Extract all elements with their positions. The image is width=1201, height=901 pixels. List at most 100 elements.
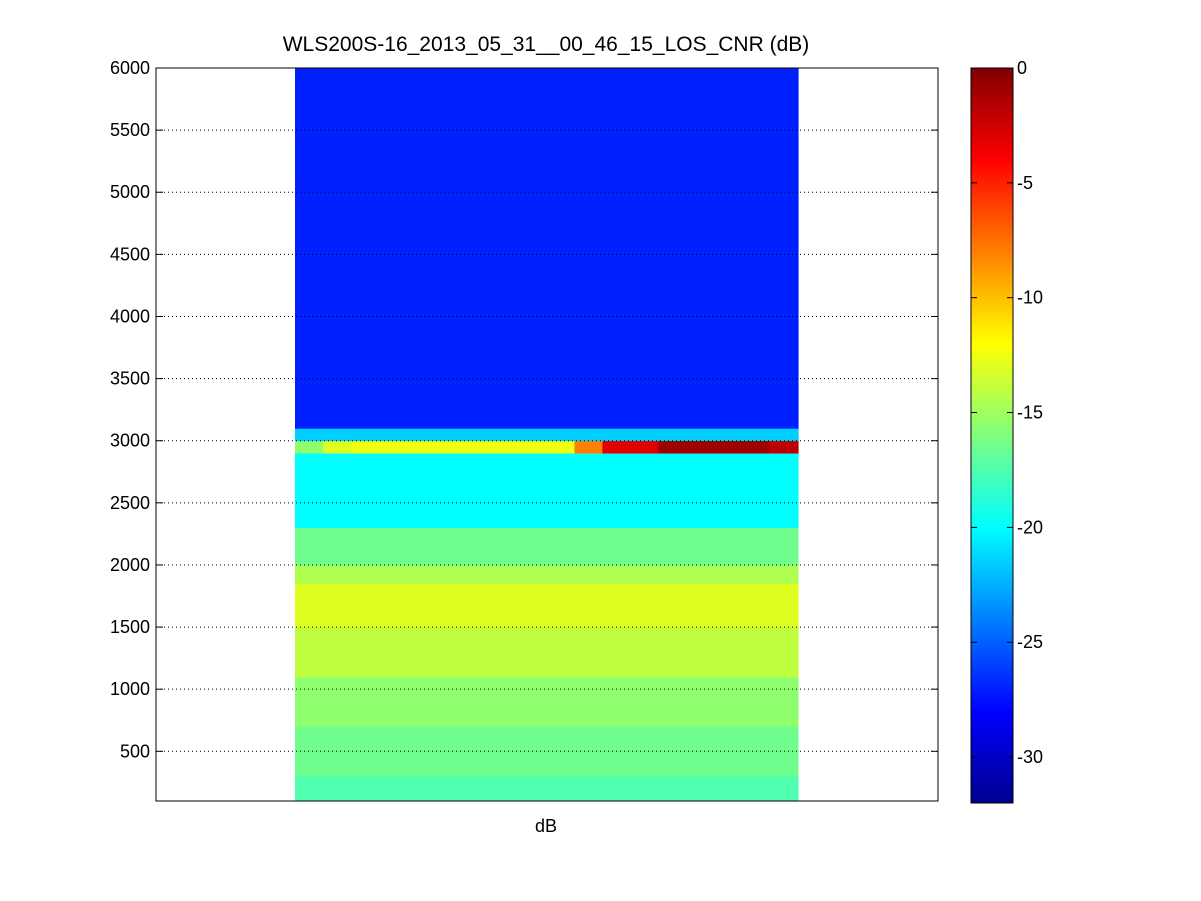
- y-tick-label: 5500: [110, 120, 150, 140]
- heatmap-cell: [770, 583, 799, 628]
- heatmap-cell: [295, 564, 324, 584]
- y-tick-label: 3500: [110, 369, 150, 389]
- heatmap-cell: [742, 776, 771, 802]
- heatmap-cell: [742, 583, 771, 628]
- heatmap-cell: [406, 453, 436, 529]
- heatmap-cell: [574, 440, 603, 454]
- y-tick-label: 3000: [110, 431, 150, 451]
- heatmap-cell: [322, 564, 352, 584]
- heatmap-cell: [350, 583, 380, 628]
- y-tick-label: 5000: [110, 182, 150, 202]
- heatmap-cell: [686, 676, 715, 727]
- heatmap-cell: [602, 527, 631, 566]
- heatmap-cell: [546, 527, 576, 566]
- heatmap-cell: [686, 583, 715, 628]
- heatmap-cell: [714, 676, 743, 727]
- heatmap-cell: [462, 453, 492, 529]
- heatmap-cell: [350, 627, 380, 678]
- heatmap-cell: [378, 68, 408, 429]
- heatmap-cell: [630, 583, 659, 628]
- heatmap-cell: [378, 428, 408, 442]
- heatmap-cell: [714, 428, 743, 442]
- heatmap-cell: [658, 627, 687, 678]
- heatmap-cell: [490, 428, 520, 442]
- heatmap-cell: [742, 527, 771, 566]
- heatmap-cell: [295, 726, 324, 777]
- heatmap-cell: [686, 627, 715, 678]
- colorbar-tick-label: -5: [1017, 173, 1033, 193]
- y-tick-label: 1500: [110, 617, 150, 637]
- heatmap-cell: [322, 68, 352, 429]
- heatmap-cell: [742, 428, 771, 442]
- heatmap-cell: [490, 440, 520, 454]
- heatmap-cell: [434, 776, 464, 802]
- heatmap-cell: [658, 453, 687, 529]
- heatmap-cell: [322, 583, 352, 628]
- heatmap-cell: [742, 627, 771, 678]
- y-tick-label: 2000: [110, 555, 150, 575]
- heatmap-cell: [350, 776, 380, 802]
- heatmap-cell: [434, 428, 464, 442]
- heatmap-cell: [770, 428, 799, 442]
- heatmap-cell: [518, 453, 548, 529]
- heatmap-cell: [518, 776, 548, 802]
- heatmap-cell: [518, 627, 548, 678]
- heatmap-cell: [350, 726, 380, 777]
- heatmap-cell: [378, 676, 408, 727]
- heatmap-cell: [602, 68, 631, 429]
- heatmap-cell: [322, 627, 352, 678]
- heatmap-cell: [462, 583, 492, 628]
- heatmap-cell: [518, 564, 548, 584]
- heatmap-cell: [434, 627, 464, 678]
- heatmap-cell: [602, 583, 631, 628]
- heatmap-cell: [350, 564, 380, 584]
- heatmap-cell: [602, 564, 631, 584]
- heatmap-cell: [406, 428, 436, 442]
- heatmap-cell: [406, 564, 436, 584]
- heatmap-cell: [406, 726, 436, 777]
- heatmap-cell: [602, 627, 631, 678]
- heatmap-cell: [490, 676, 520, 727]
- heatmap-cell: [574, 676, 603, 727]
- heatmap-cell: [378, 583, 408, 628]
- heatmap-cell: [574, 527, 603, 566]
- heatmap-cell: [490, 527, 520, 566]
- heatmap-cell: [658, 776, 687, 802]
- heatmap-cell: [630, 776, 659, 802]
- heatmap-cell: [322, 428, 352, 442]
- heatmap-cell: [574, 453, 603, 529]
- heatmap-cell: [462, 564, 492, 584]
- heatmap-cell: [574, 627, 603, 678]
- heatmap-cell: [406, 583, 436, 628]
- colorbar-tick-label: -20: [1017, 517, 1043, 537]
- heatmap-cell: [658, 564, 687, 584]
- y-tick-label: 2500: [110, 493, 150, 513]
- heatmap-cell: [295, 68, 324, 429]
- heatmap-cell: [602, 440, 631, 454]
- colorbar-tick-label: -30: [1017, 747, 1043, 767]
- colorbar-ticks: 0 -5 -10 -15 -20 -25 -30: [971, 58, 1043, 767]
- heatmap-cell: [658, 440, 687, 454]
- heatmap-cell: [546, 583, 576, 628]
- heatmap-cells: [295, 68, 799, 802]
- heatmap-cell: [295, 428, 324, 442]
- heatmap-cell: [350, 676, 380, 727]
- heatmap-cell: [378, 627, 408, 678]
- heatmap-cell: [295, 776, 324, 802]
- heatmap-cell: [295, 527, 324, 566]
- heatmap-cell: [295, 583, 324, 628]
- heatmap-cell: [434, 564, 464, 584]
- heatmap-cell: [350, 440, 380, 454]
- heatmap-cell: [434, 676, 464, 727]
- heatmap-cell: [518, 583, 548, 628]
- heatmap-cell: [518, 428, 548, 442]
- heatmap-cell: [490, 627, 520, 678]
- heatmap-cell: [574, 583, 603, 628]
- heatmap-cell: [462, 440, 492, 454]
- heatmap-cell: [546, 627, 576, 678]
- heatmap-cell: [322, 676, 352, 727]
- heatmap-cell: [686, 564, 715, 584]
- heatmap-cell: [462, 627, 492, 678]
- heatmap-cell: [714, 776, 743, 802]
- heatmap-cell: [378, 440, 408, 454]
